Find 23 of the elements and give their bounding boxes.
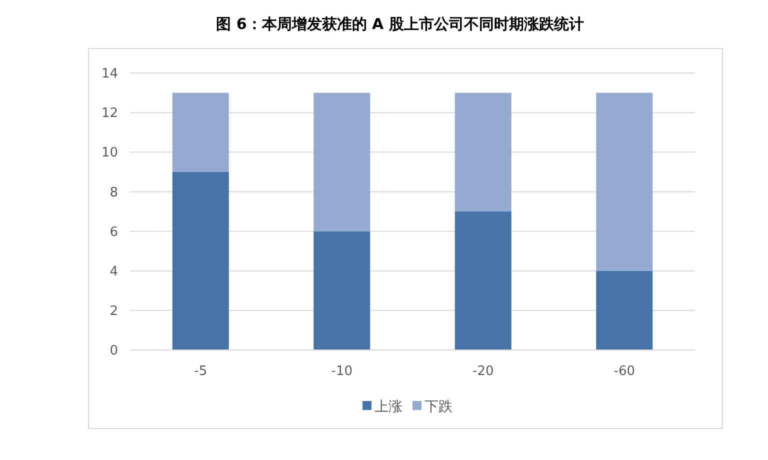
bar: [454, 212, 512, 350]
bar: [596, 270, 653, 350]
legend-label: 上涨: [374, 398, 402, 415]
bar: [172, 172, 229, 350]
bar: [314, 92, 370, 232]
x-tick-label: -60: [614, 364, 635, 379]
y-tick-label: 8: [110, 185, 118, 200]
bar: [172, 92, 229, 172]
bar: [454, 92, 512, 212]
bar: [596, 92, 653, 271]
y-tick-label: 2: [110, 304, 118, 319]
y-tick-label: 14: [101, 66, 118, 82]
y-tick-label: 10: [101, 146, 118, 161]
bar: [314, 231, 370, 350]
y-tick-label: 0: [110, 344, 118, 359]
x-tick-label: -5: [194, 364, 208, 379]
y-tick-label: 4: [110, 264, 118, 280]
y-tick-label: 12: [101, 106, 118, 122]
chart-title: 图 6：本周增发获准的 A 股上市公司不同时期涨跌统计: [216, 15, 584, 33]
legend-label: 下跌: [424, 398, 452, 415]
x-tick-label: -10: [331, 364, 352, 379]
y-tick-label: 6: [110, 224, 118, 240]
x-tick-label: -20: [472, 364, 494, 379]
